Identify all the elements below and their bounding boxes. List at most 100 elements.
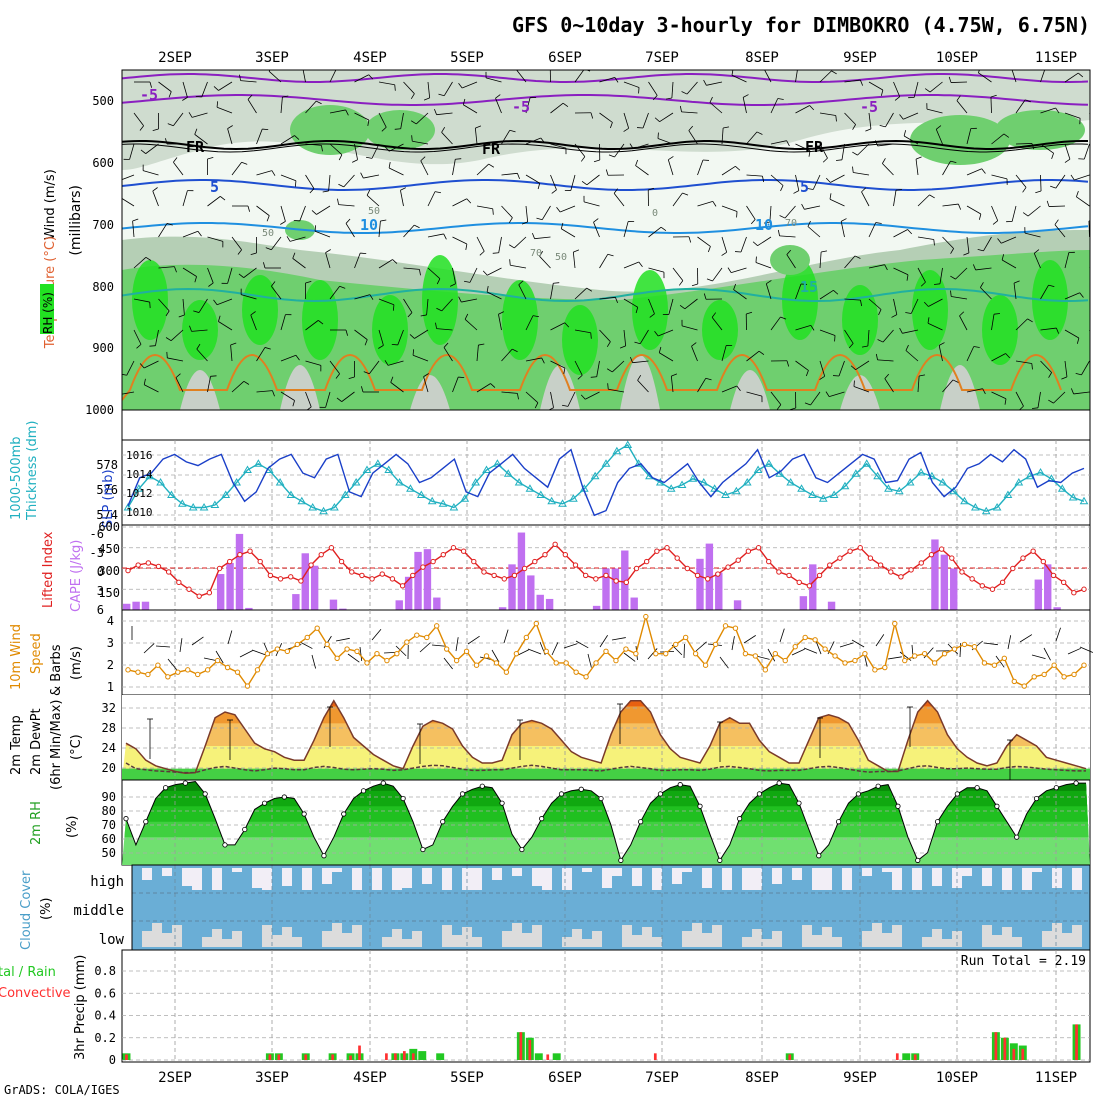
thickness-point	[612, 446, 622, 455]
thickness-point	[1079, 496, 1089, 505]
wind-barb-flag	[466, 198, 472, 204]
wind-barb-flag	[551, 189, 557, 194]
wind-barb	[378, 81, 395, 86]
wind-barb-flag	[852, 151, 858, 156]
thickness-point	[894, 486, 904, 495]
lifted-index-point	[206, 590, 213, 596]
lifted-index-point	[288, 574, 294, 580]
rh-point	[855, 791, 861, 797]
tick-label: -3	[90, 546, 104, 560]
cape-bar	[404, 576, 413, 610]
wind-barb	[659, 352, 674, 362]
wind-barb-flag	[139, 125, 144, 131]
wind-speed-point	[384, 657, 390, 664]
wind-barb	[170, 329, 184, 342]
wind-speed-point	[344, 646, 350, 652]
wind-barb	[256, 347, 266, 362]
lifted-index-point	[969, 576, 975, 582]
wind-barb	[129, 143, 135, 160]
wind-barb-flag	[321, 145, 323, 152]
wind-barb-flag	[1035, 190, 1042, 194]
wind-speed-point	[951, 646, 958, 652]
wind-barb	[485, 77, 502, 83]
thickness-point	[406, 484, 415, 492]
wind-barb-flag	[414, 224, 420, 229]
wind-barb-flag	[780, 185, 784, 192]
wind-barb-flag	[462, 98, 466, 105]
surface-barb	[311, 654, 317, 669]
high-cloud-block	[532, 868, 542, 886]
thickness-point	[884, 484, 893, 492]
wind-barb-flag	[777, 229, 780, 236]
wind-barb-flag	[145, 256, 152, 261]
wind-barb	[133, 112, 144, 127]
wind-barb-flag	[819, 375, 825, 380]
low-cloud-block	[642, 927, 652, 947]
wind-speed-point	[882, 664, 888, 671]
low-cloud-block	[442, 925, 452, 947]
temp-series	[125, 699, 1087, 780]
wind-barb	[1081, 360, 1090, 376]
wind-barb	[158, 298, 170, 312]
wind-barb-flag	[143, 378, 146, 385]
wind-barb	[302, 70, 306, 83]
wind-barb-flag	[407, 312, 413, 318]
wind-barb	[550, 143, 567, 149]
wind-barb	[983, 236, 992, 252]
lifted-index-point	[582, 572, 589, 579]
contour-freezing-2	[122, 143, 1089, 153]
wind-barb	[514, 236, 527, 249]
wind-barb-flag	[1055, 107, 1060, 114]
wind-barb-flag	[762, 176, 765, 183]
lifted-index-point	[572, 562, 579, 568]
wind-barb-flag	[188, 112, 193, 118]
wind-speed-point	[802, 634, 808, 641]
low-cloud-block	[592, 931, 602, 947]
thickness-point	[753, 465, 763, 473]
wind-barb	[991, 174, 1008, 180]
wind-barb	[280, 354, 297, 362]
wind-barb-flag	[950, 290, 952, 297]
surface-barb	[443, 657, 453, 670]
wind-barb-flag	[241, 161, 248, 165]
precip-conv-bar	[277, 1054, 281, 1060]
wind-barb	[427, 233, 444, 238]
wind-barb-flag	[292, 252, 296, 259]
wind-barb	[462, 81, 478, 89]
lifted-index-point	[420, 564, 426, 570]
wind-barb	[795, 105, 810, 114]
wind-speed-point	[155, 662, 161, 668]
wind-barb	[804, 205, 821, 210]
surface-barb	[335, 637, 350, 642]
wind-barb-flag	[213, 299, 218, 305]
wind-barb-flag	[807, 188, 814, 190]
wind-barb	[830, 174, 845, 183]
wind-barb-flag	[294, 180, 297, 187]
date-label-bottom: 2SEP	[158, 1070, 192, 1086]
cloud-level-label: high	[90, 874, 124, 890]
wind-barb	[991, 391, 1007, 400]
wind-barb-flag	[265, 247, 272, 251]
thickness-point	[471, 478, 481, 486]
wind-barb-flag	[410, 93, 415, 100]
wind-barb	[397, 329, 404, 346]
gap-strip	[121, 409, 1091, 441]
cape-bar	[339, 608, 347, 610]
wind-barb-flag	[607, 383, 609, 390]
wind-barb-flag	[318, 320, 324, 325]
wind-barb-flag	[952, 379, 959, 383]
lifted-index-point	[481, 569, 487, 575]
wind-barb-flag	[302, 64, 307, 67]
high-cloud-block	[192, 868, 202, 890]
wind-barb-flag	[808, 150, 811, 157]
wind-barb-flag	[963, 252, 970, 256]
wind-barb	[501, 348, 513, 362]
wind-barb	[633, 143, 649, 150]
rh-point	[499, 800, 505, 806]
tick-label: 60	[102, 832, 116, 846]
lifted-index-point	[338, 558, 345, 565]
wind-speed-point	[593, 660, 599, 666]
wind-barb	[182, 298, 185, 315]
high-cloud-block	[1022, 868, 1032, 890]
